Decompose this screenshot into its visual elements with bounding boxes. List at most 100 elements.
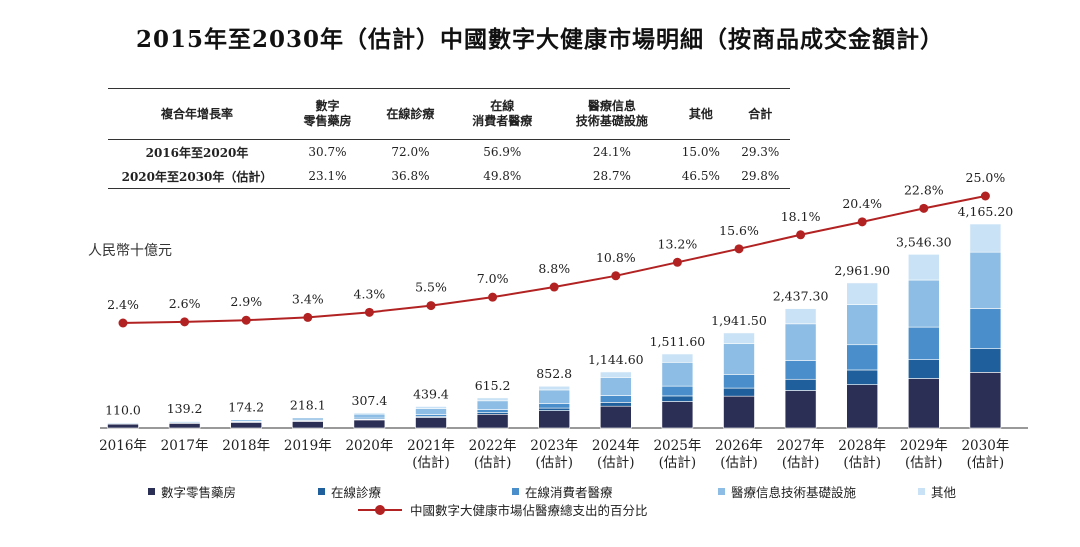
x-tick-label: (估計)	[967, 455, 1005, 471]
bar-total-label: 3,546.30	[896, 234, 952, 249]
cagr-cell: 49.8%	[451, 164, 553, 189]
bar-segment-0	[846, 384, 879, 429]
bar-segment-2	[723, 374, 755, 389]
bar-segment-3	[846, 304, 879, 346]
bar-total-label: 139.2	[167, 401, 203, 416]
percentage-label: 18.1%	[781, 209, 821, 224]
percentage-point	[734, 244, 744, 254]
bar-segment-4	[599, 371, 632, 378]
cagr-header-digital-pharmacy: 數字 零售藥房	[286, 88, 369, 140]
cagr-header-online-consultation: 在線診療	[368, 88, 452, 140]
cagr-header-medical-it-line1: 醫療信息	[587, 99, 636, 113]
x-tick-label: (估計)	[905, 455, 943, 471]
bar-segment-0	[230, 422, 262, 429]
bar-segment-0	[353, 419, 386, 429]
bar-segment-2	[476, 409, 509, 413]
percentage-point	[303, 312, 313, 322]
cagr-row-label: 2020年至2030年（估計）	[108, 164, 286, 189]
percentage-label: 10.8%	[596, 250, 636, 265]
legend-item-online-consumer-medical: 在線消費者醫療	[512, 482, 613, 501]
bar-total-label: 439.4	[413, 386, 449, 401]
bar-total-label: 110.0	[105, 403, 141, 418]
x-tick-label: 2028年	[838, 438, 886, 454]
bar-segment-3	[291, 417, 324, 421]
bar-segment-3	[969, 251, 1002, 309]
cagr-cell: 56.9%	[483, 145, 522, 159]
bar-total-label: 2,961.90	[834, 263, 890, 278]
percentage-point	[672, 257, 682, 267]
legend-label-medical-it: 醫療信息技術基礎設施	[731, 485, 857, 500]
x-tick-label: 2025年	[653, 438, 701, 454]
x-tick-label: 2016年	[99, 438, 147, 454]
percentage-point	[241, 315, 251, 325]
cagr-table: 複合年增長率 數字 零售藥房 在線診療 在線 消費者醫療 醫療信息 技術基礎設施…	[108, 88, 790, 189]
bar-segment-1	[599, 402, 632, 407]
bar-total-label: 852.8	[536, 366, 572, 381]
cagr-header-digital-pharmacy-line1: 數字	[315, 99, 340, 113]
bar-segment-2	[661, 385, 694, 397]
legend-item-others: 其他	[918, 482, 956, 501]
legend-label-percentage-line: 中國數字大健康市場佔醫療總支出的百分比	[410, 503, 648, 518]
bar-total-label: 2,437.30	[773, 289, 829, 304]
bar-segment-4	[476, 397, 509, 402]
bar-segment-4	[415, 406, 447, 409]
bar-segment-3	[661, 362, 694, 387]
percentage-point	[611, 271, 621, 281]
bar-segment-4	[784, 308, 817, 325]
bar-segment-3	[415, 408, 447, 415]
cagr-cell: 23.1%	[286, 164, 369, 189]
x-tick-label: 2029年	[900, 438, 948, 454]
bar-segment-1	[723, 387, 755, 397]
legend-label-online-consumer-medical: 在線消費者醫療	[525, 485, 613, 500]
bar-segment-2	[846, 344, 879, 371]
bar-segment-0	[907, 378, 940, 429]
x-tick-label: (估計)	[597, 455, 635, 471]
x-tick-label: (估計)	[412, 455, 450, 471]
bar-segment-3	[538, 389, 571, 404]
bar-segment-0	[723, 395, 755, 429]
y-unit-label: 人民幣十億元	[88, 243, 172, 259]
bar-segment-3	[599, 377, 632, 396]
bar-segment-4	[291, 417, 324, 419]
cagr-row-label: 2016年至2020年	[145, 145, 249, 160]
percentage-label: 25.0%	[966, 170, 1006, 185]
legend-label-online-consultation: 在線診療	[331, 485, 382, 500]
bar-total-label: 174.2	[228, 399, 264, 414]
percentage-label: 3.4%	[292, 291, 324, 306]
percentage-point	[180, 317, 190, 327]
bar-segment-0	[168, 423, 201, 429]
bar-segment-3	[353, 413, 386, 419]
x-tick-label: (估計)	[843, 455, 881, 471]
percentage-label: 2.6%	[169, 296, 201, 311]
cagr-cell: 36.8%	[368, 164, 452, 189]
percentage-point	[980, 191, 990, 201]
percentage-label: 7.0%	[477, 271, 509, 286]
legend-item-digital-pharmacy: 數字零售藥房	[148, 482, 236, 501]
cagr-header-online-consumer-medical-line2: 消費者醫療	[472, 114, 533, 128]
cagr-header-row: 複合年增長率 數字 零售藥房 在線診療 在線 消費者醫療 醫療信息 技術基礎設施…	[108, 88, 790, 140]
bar-segment-2	[538, 403, 571, 409]
legend-swatch-online-consumer-medical	[512, 488, 519, 495]
bar-segment-4	[969, 223, 1002, 253]
x-tick-label: (估計)	[535, 455, 573, 471]
x-tick-label: (估計)	[782, 455, 820, 471]
bar-segment-2	[599, 395, 632, 403]
x-tick-label: 2018年	[222, 438, 270, 454]
percentage-label: 13.2%	[658, 236, 698, 251]
bar-segment-2	[969, 308, 1002, 349]
bar-total-label: 1,511.60	[650, 334, 706, 349]
x-tick-label: 2026年	[715, 438, 763, 454]
percentage-label: 15.6%	[719, 223, 759, 238]
legend: 數字零售藥房 在線診療 在線消費者醫療 醫療信息技術基礎設施 其他 中國數字大健…	[148, 480, 1048, 520]
x-tick-label: (估計)	[720, 455, 758, 471]
legend-swatch-medical-it	[718, 488, 725, 495]
legend-item-percentage-line: 中國數字大健康市場佔醫療總支出的百分比	[358, 500, 648, 519]
bar-segment-4	[846, 282, 879, 305]
percentage-point	[426, 301, 436, 311]
bar-segment-4	[538, 385, 571, 391]
x-tick-label: 2022年	[469, 438, 517, 454]
x-tick-label: (估計)	[474, 455, 512, 471]
bar-segment-2	[784, 360, 817, 380]
cagr-cell: 24.1%	[592, 145, 631, 159]
cagr-header-medical-it: 醫療信息 技術基礎設施	[552, 88, 672, 140]
